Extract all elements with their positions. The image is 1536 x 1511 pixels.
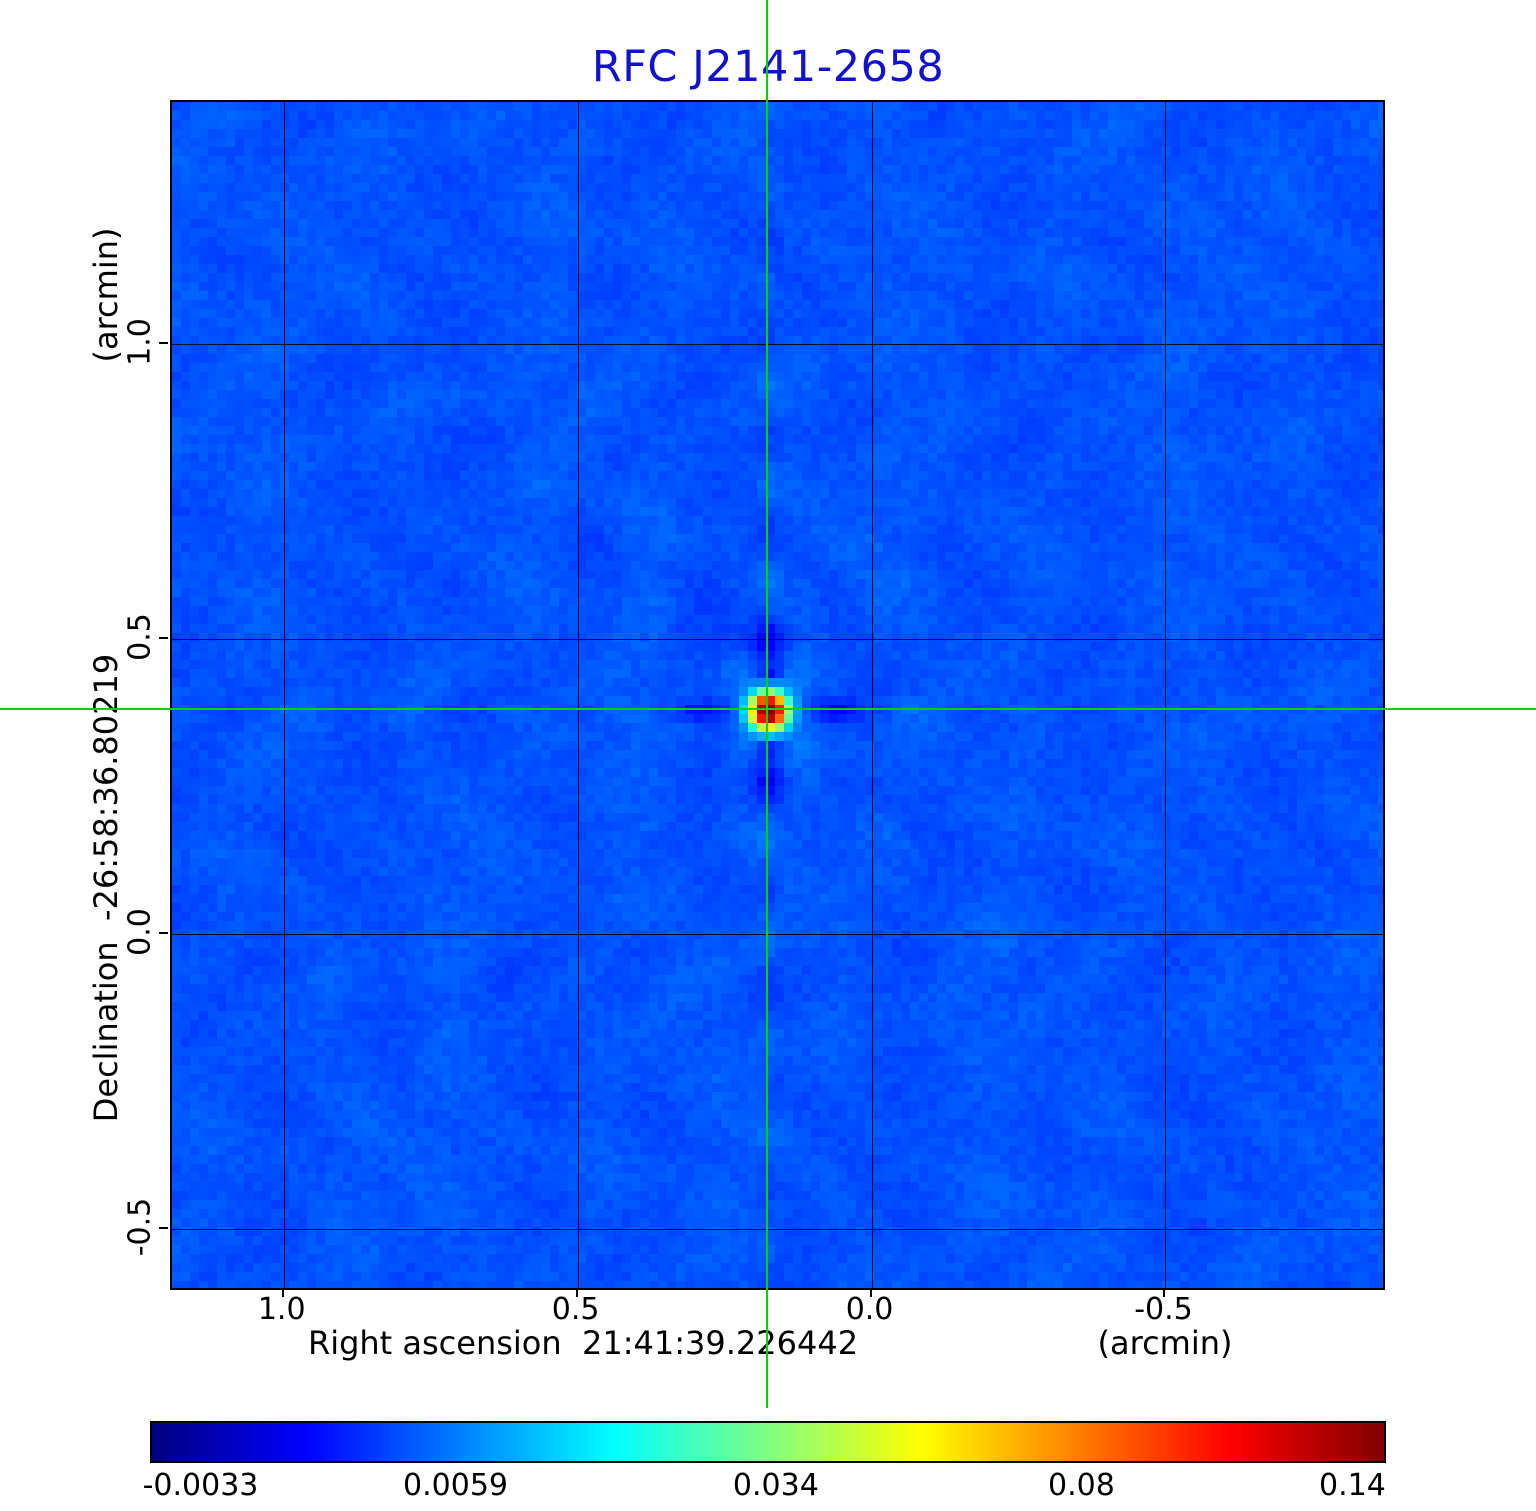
x-tick-mark (869, 1288, 872, 1297)
colorbar (150, 1421, 1386, 1463)
crosshair-vertical-line (765, 0, 768, 1408)
x-tick-label: -0.5 (1134, 1292, 1193, 1327)
y-tick-mark (159, 931, 168, 934)
y-tick-mark (159, 341, 168, 344)
x-tick-label: 0.5 (551, 1292, 600, 1327)
grid-line-vertical (283, 102, 285, 1288)
crosshair-horizontal-line (0, 707, 1536, 710)
y-tick-label: 0.5 (122, 613, 158, 661)
x-axis-title: Right ascension 21:41:39.226442 (307, 1324, 859, 1362)
grid-line-vertical (577, 102, 579, 1288)
y-axis-unit: (arcmin) (87, 227, 125, 363)
grid-line-horizontal (172, 1228, 1383, 1230)
x-tick-label: 1.0 (257, 1292, 306, 1327)
grid-line-vertical (871, 102, 873, 1288)
y-tick-mark (159, 1226, 168, 1229)
colorbar-tick-label: 0.0059 (403, 1468, 509, 1503)
y-tick-label: -0.5 (122, 1197, 158, 1257)
colorbar-tick-label: 0.034 (732, 1468, 819, 1503)
x-tick-mark (1163, 1288, 1166, 1297)
colorbar-tick-label: 0.14 (1319, 1468, 1386, 1503)
y-tick-label: 0.0 (122, 908, 158, 956)
figure-title: RFC J2141-2658 (591, 42, 945, 92)
grid-line-horizontal (172, 933, 1383, 935)
x-axis-unit: (arcmin) (1097, 1324, 1233, 1362)
y-tick-label: 1.0 (122, 318, 158, 366)
colorbar-tick-label: -0.0033 (142, 1468, 259, 1503)
grid-line-horizontal (172, 343, 1383, 345)
x-tick-mark (575, 1288, 578, 1297)
grid-line-horizontal (172, 638, 1383, 640)
y-tick-mark (159, 636, 168, 639)
sky-map (170, 100, 1385, 1290)
grid-line-vertical (1165, 102, 1167, 1288)
intensity-map-canvas (172, 102, 1383, 1288)
colorbar-tick-label: 0.08 (1047, 1468, 1115, 1503)
x-tick-mark (281, 1288, 284, 1297)
x-tick-label: 0.0 (845, 1292, 894, 1327)
y-axis-title: Declination -26:58:36.80219 (87, 653, 125, 1123)
